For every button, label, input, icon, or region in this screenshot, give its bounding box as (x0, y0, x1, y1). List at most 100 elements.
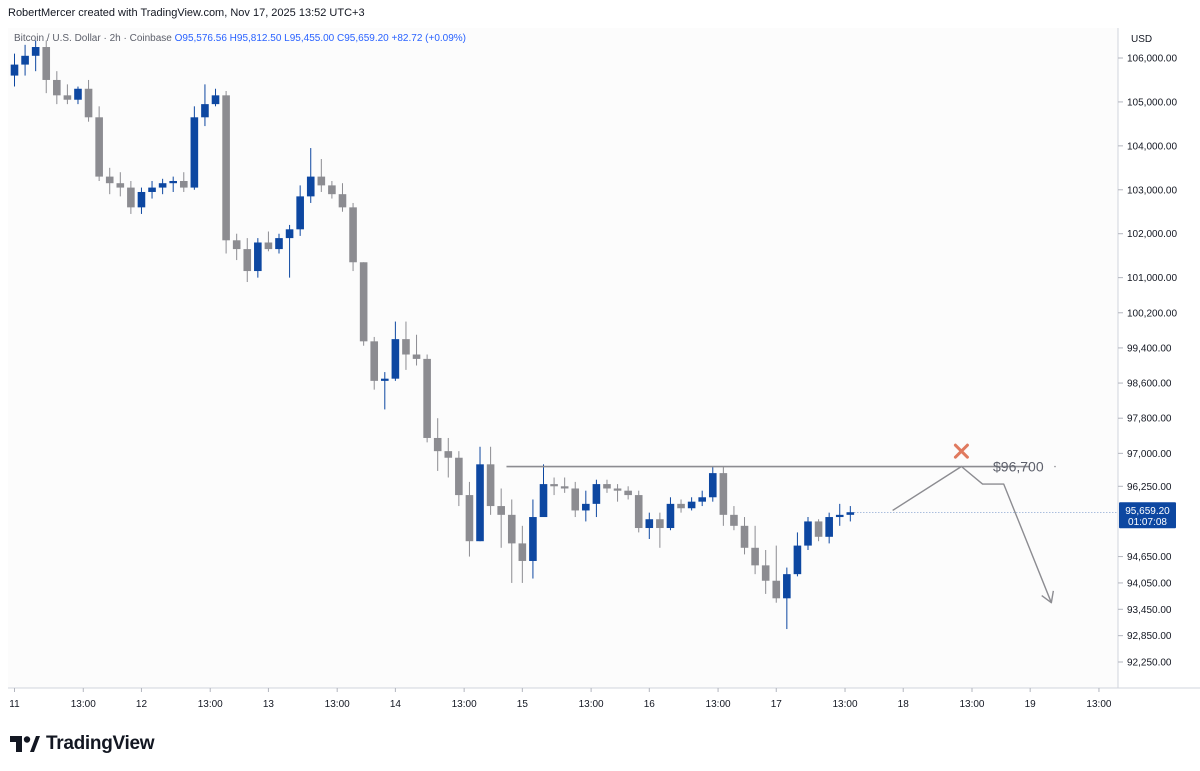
candle-body (645, 519, 654, 529)
candle-body (296, 196, 304, 230)
price-tick-label: 97,800.00 (1127, 414, 1172, 425)
candle-body (254, 242, 262, 272)
bar-countdown: 01:07:08 (1128, 517, 1167, 528)
time-tick-label: 13:00 (325, 699, 350, 710)
candle-body (74, 88, 82, 100)
candle-body (169, 180, 177, 184)
rejection-cross-icon (953, 443, 969, 459)
price-tick-label: 104,000.00 (1127, 141, 1177, 152)
price-tick-label: 92,850.00 (1127, 631, 1172, 642)
candle-body (751, 547, 759, 566)
candle-body (232, 240, 241, 250)
last-price-tag[interactable] (1119, 502, 1176, 529)
time-tick-label: 15 (517, 699, 529, 710)
price-tick-label: 103,000.00 (1127, 185, 1177, 196)
time-tick-label: 13:00 (959, 699, 984, 710)
candle-body (761, 565, 770, 581)
candle-body (211, 95, 220, 105)
candle-body (560, 486, 569, 489)
candle-body (624, 490, 632, 496)
candle-body (507, 514, 516, 544)
candle-body (63, 95, 72, 100)
time-tick-label: 13:00 (833, 699, 858, 710)
price-tick-label: 93,450.00 (1127, 605, 1172, 616)
candle-body (402, 339, 410, 355)
projection-path[interactable] (892, 465, 1052, 603)
price-tick-label: 105,000.00 (1127, 97, 1177, 108)
candle-body (666, 503, 675, 529)
candle-body (42, 47, 51, 80)
symbol-title[interactable]: Bitcoin / U.S. Dollar · 2h · Coinbase (14, 33, 172, 44)
candle-body (465, 495, 474, 542)
candle-body (444, 451, 453, 458)
candle-body (21, 55, 29, 65)
candle-body (243, 249, 252, 272)
candle-body (95, 117, 103, 177)
ohlc-low: L95,455.00 (284, 33, 335, 44)
candle-body (53, 79, 61, 96)
candle-body (285, 229, 294, 239)
candle-body (190, 117, 199, 188)
price-tick-label: 94,650.00 (1127, 552, 1172, 563)
candle-body (264, 242, 273, 250)
candle-body (846, 512, 855, 515)
time-tick-label: 13:00 (706, 699, 731, 710)
candle-body (391, 339, 400, 379)
price-tick-label: 99,400.00 (1127, 343, 1172, 354)
candle-body (783, 574, 791, 599)
candle-body (84, 88, 93, 118)
candle-body (116, 183, 125, 188)
chart-pane[interactable] (8, 28, 1118, 688)
chart-credit: RobertMercer created with TradingView.co… (8, 7, 365, 19)
time-tick-label: 19 (1025, 699, 1037, 710)
candle-body (518, 543, 527, 561)
candle-body (349, 207, 357, 263)
resistance-line-end-dot (1054, 465, 1056, 468)
ohlc-change: +82.72 (+0.09%) (391, 33, 467, 44)
symbol-legend: Bitcoin / U.S. Dollar · 2h · Coinbase O9… (14, 33, 466, 44)
price-tick-label: 102,000.00 (1127, 229, 1177, 240)
candle-body (476, 464, 484, 542)
tradingview-logo[interactable]: TradingView (10, 733, 155, 755)
candle-body (814, 521, 823, 537)
price-tick-label: 92,250.00 (1127, 658, 1172, 669)
projection-arrowhead (1041, 590, 1055, 604)
price-tick-label: 97,000.00 (1127, 449, 1172, 460)
overlay-layer: $96,700 (506, 443, 1118, 604)
candle-body (708, 473, 717, 498)
candles-layer (10, 40, 855, 630)
candle-body (31, 47, 40, 56)
candle-body (719, 473, 728, 515)
candle-body (158, 183, 167, 188)
candle-body (497, 506, 505, 515)
candle-body (306, 176, 315, 197)
time-tick-label: 13:00 (579, 699, 604, 710)
candle-body (835, 514, 844, 518)
candle-body (10, 64, 19, 76)
candle-body (772, 580, 781, 599)
time-tick-label: 13 (263, 699, 275, 710)
candle-body (687, 501, 696, 509)
resistance-label: $96,700 (993, 459, 1044, 475)
candle-body (423, 358, 431, 438)
price-scale[interactable]: 106,000.00 105,000.00 104,000.00 103,000.00… (1118, 54, 1177, 669)
candle-body (412, 354, 421, 359)
ohlc-high: H95,812.50 (229, 33, 282, 44)
time-tick-label: 13:00 (452, 699, 477, 710)
candle-body (338, 194, 347, 208)
candle-body (582, 503, 590, 511)
time-tick-label: 17 (771, 699, 783, 710)
candle-body (539, 484, 548, 518)
candle-body (529, 517, 537, 561)
time-tick-label: 12 (136, 699, 148, 710)
candle-body (793, 545, 802, 575)
candle-body (571, 488, 580, 511)
candle-body (381, 378, 389, 381)
price-tick-label: 100,200.00 (1127, 308, 1177, 319)
time-tick-label: 13:00 (71, 699, 96, 710)
currency-label[interactable]: USD (1131, 34, 1153, 45)
time-scale[interactable]: 11 13:00 12 13:00 13 13:00 14 13:00 15 13:00 16 13:… (9, 688, 1112, 710)
rejection-cross-stroke (953, 443, 969, 459)
candle-body (433, 437, 442, 452)
candle-body (603, 484, 611, 489)
